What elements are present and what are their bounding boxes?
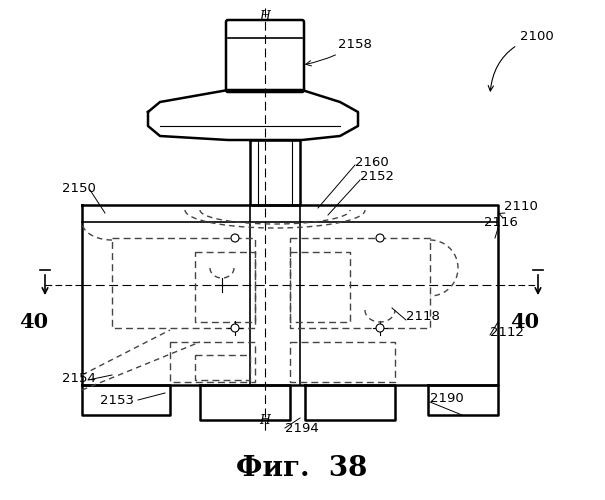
Text: 2150: 2150: [62, 182, 96, 194]
Text: 2154: 2154: [62, 372, 96, 384]
Text: 2152: 2152: [360, 170, 394, 183]
Text: 2158: 2158: [306, 38, 372, 66]
Text: 2112: 2112: [490, 326, 524, 338]
Circle shape: [376, 234, 384, 242]
Circle shape: [231, 234, 239, 242]
Text: H: H: [260, 414, 270, 427]
Text: Фиг.  38: Фиг. 38: [237, 454, 368, 481]
Text: 2160: 2160: [355, 156, 389, 168]
Text: 2190: 2190: [430, 392, 464, 404]
Text: 2118: 2118: [406, 310, 440, 322]
Text: H: H: [260, 10, 270, 23]
Circle shape: [231, 324, 239, 332]
Text: 2116: 2116: [484, 216, 518, 228]
Text: 2194: 2194: [285, 422, 319, 434]
Text: 2153: 2153: [100, 394, 134, 406]
Circle shape: [376, 324, 384, 332]
Text: 40: 40: [511, 312, 540, 332]
Text: 2110: 2110: [499, 200, 538, 218]
Text: 2100: 2100: [488, 30, 554, 91]
Text: 40: 40: [19, 312, 48, 332]
